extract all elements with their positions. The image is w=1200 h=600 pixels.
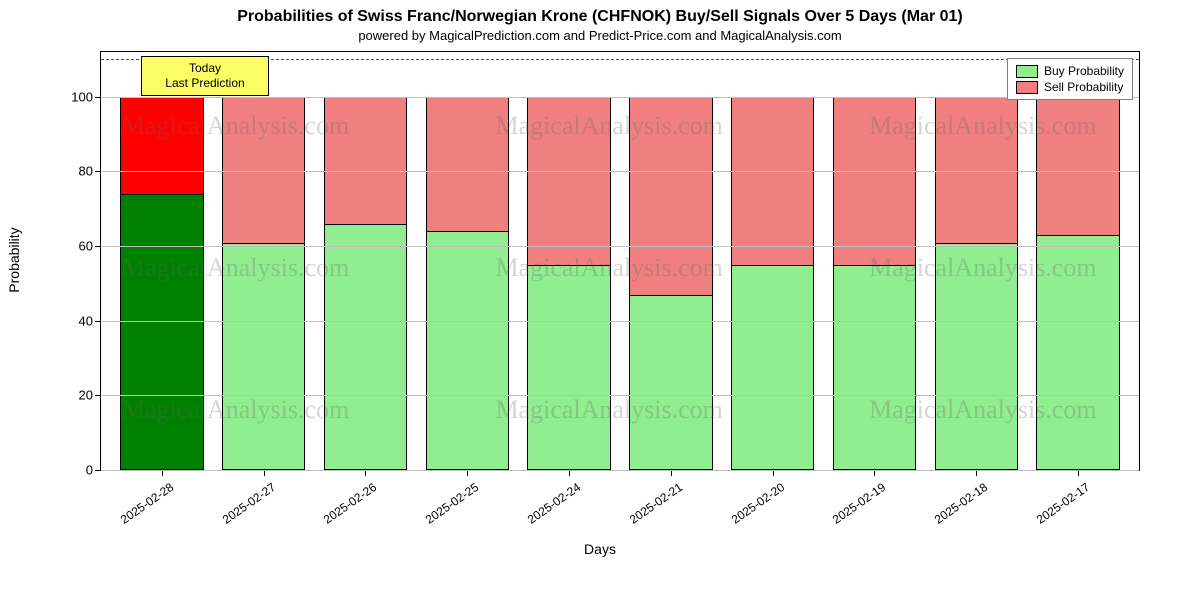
gridline: [101, 246, 1139, 247]
xtick-label: 2025-02-21: [627, 480, 685, 527]
gridline: [101, 97, 1139, 98]
bar-column: 2025-02-26: [315, 52, 417, 470]
legend-label: Sell Probability: [1044, 80, 1123, 94]
buy-segment: [834, 265, 915, 469]
y-axis-label: Probability: [6, 227, 22, 292]
annotation-line: Today: [154, 61, 256, 76]
sell-segment: [630, 98, 711, 295]
plot-zone: 2025-02-282025-02-272025-02-262025-02-25…: [100, 51, 1140, 471]
xtick-label: 2025-02-24: [525, 480, 583, 527]
buy-segment: [325, 224, 406, 469]
bar-stack: [1036, 97, 1119, 470]
bar-column: 2025-02-24: [518, 52, 620, 470]
sell-segment: [427, 98, 508, 232]
bar-stack: [324, 97, 407, 470]
bar-column: 2025-02-28: [111, 52, 213, 470]
bars-layer: 2025-02-282025-02-272025-02-262025-02-25…: [101, 52, 1139, 470]
xtick-label: 2025-02-18: [932, 480, 990, 527]
buy-segment: [1037, 235, 1118, 469]
xtick-label: 2025-02-27: [220, 480, 278, 527]
bar-stack: [731, 97, 814, 470]
ytick-mark: [95, 470, 101, 471]
legend-swatch: [1016, 81, 1038, 94]
xtick-label: 2025-02-20: [729, 480, 787, 527]
gridline: [101, 321, 1139, 322]
today-annotation: TodayLast Prediction: [141, 56, 269, 96]
ytick-mark: [95, 395, 101, 396]
sell-segment: [1037, 98, 1118, 235]
sell-segment: [936, 98, 1017, 243]
gridline: [101, 171, 1139, 172]
xtick-label: 2025-02-26: [321, 480, 379, 527]
xtick-label: 2025-02-28: [118, 480, 176, 527]
sell-segment: [223, 98, 304, 243]
buy-segment: [732, 265, 813, 469]
gridline: [101, 470, 1139, 471]
ytick-mark: [95, 246, 101, 247]
sell-segment: [325, 98, 406, 224]
chart-title: Probabilities of Swiss Franc/Norwegian K…: [20, 8, 1180, 26]
ytick-mark: [95, 321, 101, 322]
xtick-label: 2025-02-17: [1034, 480, 1092, 527]
legend-item: Sell Probability: [1016, 79, 1124, 95]
sell-segment: [834, 98, 915, 265]
legend-label: Buy Probability: [1044, 64, 1124, 78]
buy-segment: [936, 243, 1017, 469]
ytick-label: 60: [79, 239, 93, 254]
buy-segment: [121, 194, 202, 469]
bar-column: 2025-02-25: [416, 52, 518, 470]
plot-area: 2025-02-282025-02-272025-02-262025-02-25…: [100, 51, 1140, 471]
bar-stack: [120, 97, 203, 470]
ytick-label: 0: [86, 463, 93, 478]
ytick-mark: [95, 171, 101, 172]
bar-column: 2025-02-27: [213, 52, 315, 470]
sell-segment: [121, 98, 202, 195]
bar-column: 2025-02-17: [1027, 52, 1129, 470]
xtick-label: 2025-02-19: [830, 480, 888, 527]
ytick-label: 20: [79, 388, 93, 403]
bar-stack: [833, 97, 916, 470]
gridline: [101, 395, 1139, 396]
sell-segment: [732, 98, 813, 265]
bar-stack: [222, 97, 305, 470]
ytick-label: 80: [79, 164, 93, 179]
buy-segment: [223, 243, 304, 469]
xtick-label: 2025-02-25: [423, 480, 481, 527]
legend: Buy Probability Sell Probability: [1007, 58, 1133, 100]
bar-stack: [935, 97, 1018, 470]
bar-stack: [527, 97, 610, 470]
x-axis-label: Days: [20, 541, 1180, 557]
chart-subtitle: powered by MagicalPrediction.com and Pre…: [20, 28, 1180, 43]
bar-column: 2025-02-21: [620, 52, 722, 470]
ytick-mark: [95, 97, 101, 98]
ytick-label: 100: [71, 89, 93, 104]
legend-item: Buy Probability: [1016, 63, 1124, 79]
ytick-label: 40: [79, 313, 93, 328]
bar-stack: [629, 97, 712, 470]
bar-column: 2025-02-19: [824, 52, 926, 470]
annotation-line: Last Prediction: [154, 76, 256, 91]
bar-column: 2025-02-20: [722, 52, 824, 470]
chart-container: Probabilities of Swiss Franc/Norwegian K…: [0, 0, 1200, 600]
legend-swatch: [1016, 65, 1038, 78]
buy-segment: [427, 231, 508, 469]
bar-column: 2025-02-18: [925, 52, 1027, 470]
buy-segment: [528, 265, 609, 469]
bar-stack: [426, 97, 509, 470]
sell-segment: [528, 98, 609, 265]
